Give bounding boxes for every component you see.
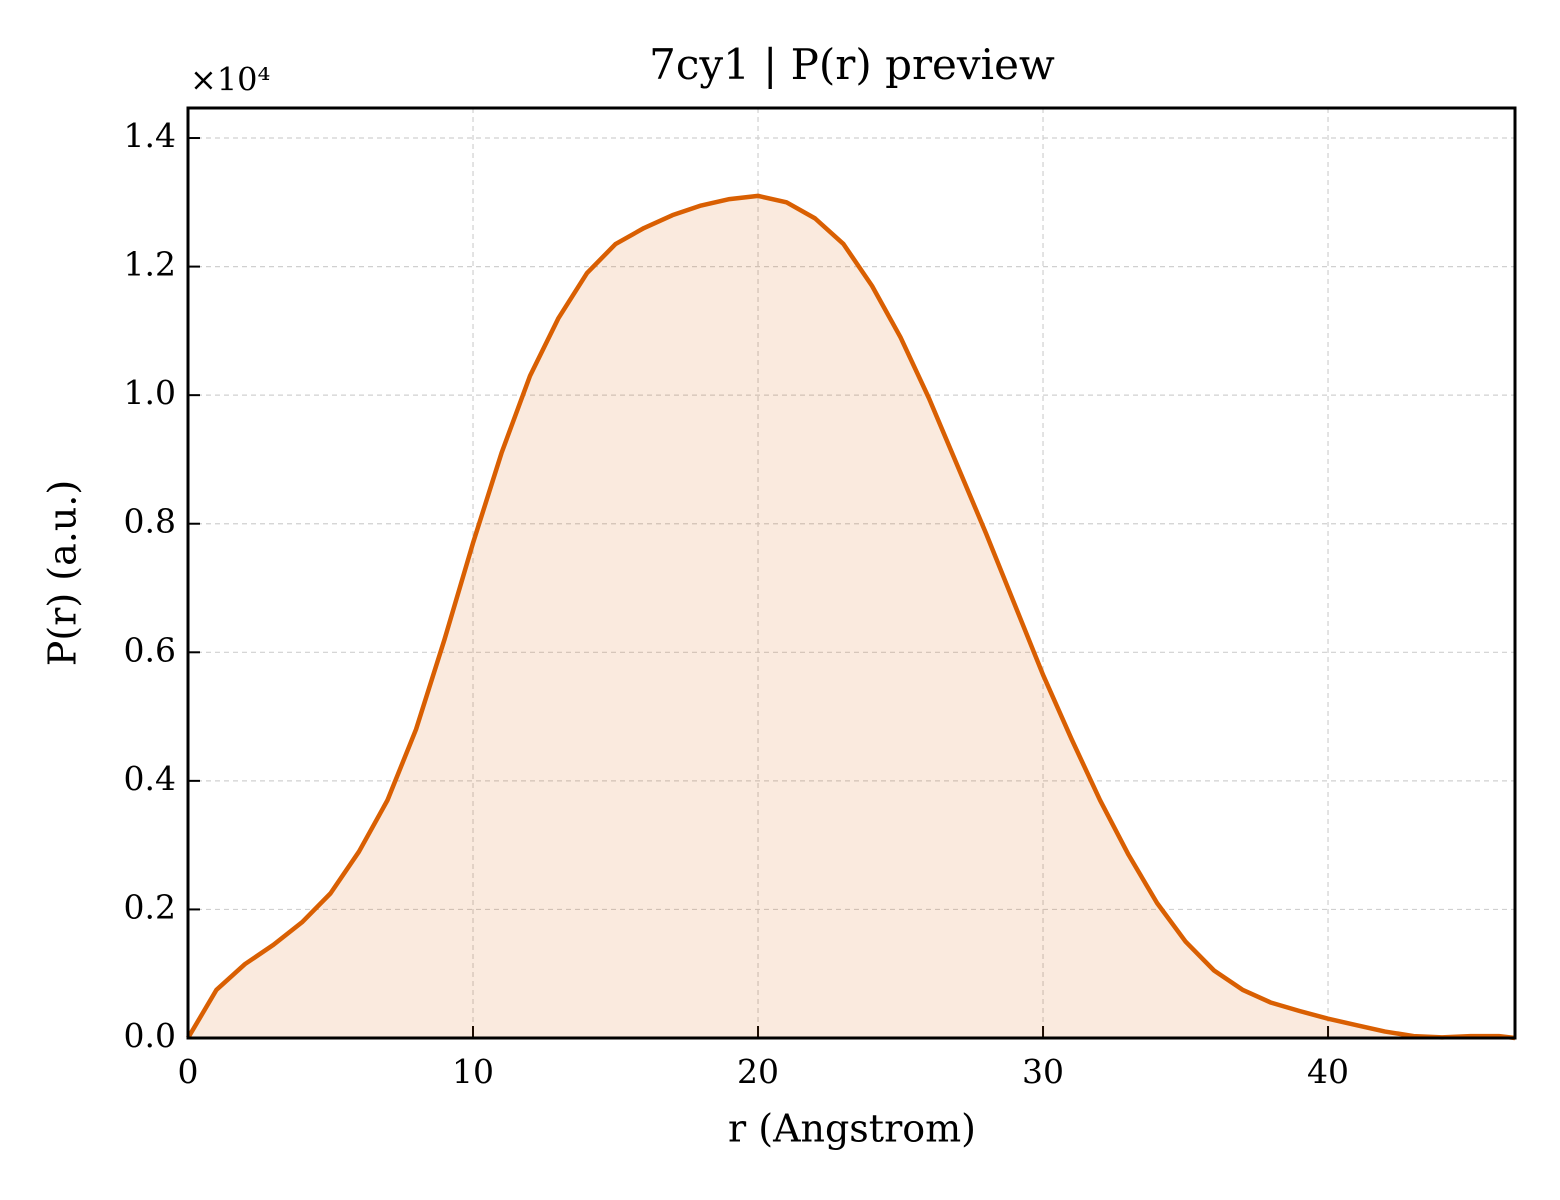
x-axis-label: r (Angstrom)	[728, 1107, 976, 1151]
y-tick-label: 0.6	[124, 630, 176, 669]
x-tick-label: 0	[178, 1052, 199, 1091]
chart-title: 7cy1 | P(r) preview	[649, 40, 1055, 89]
y-offset-label: ×10⁴	[190, 61, 270, 99]
y-tick-label: 1.0	[124, 373, 176, 412]
plot-frame	[186, 106, 1517, 1040]
x-tick-label: 30	[1022, 1052, 1064, 1091]
y-tick-label: 0.4	[124, 759, 176, 798]
y-tick-label: 0.2	[124, 887, 176, 926]
y-tick-label: 1.2	[124, 245, 176, 284]
x-tick-label: 10	[452, 1052, 494, 1091]
area	[188, 195, 1515, 1038]
x-tick-label: 20	[737, 1052, 779, 1091]
y-axis-label: P(r) (a.u.)	[41, 480, 85, 666]
line	[186, 193, 1516, 1041]
y-tick-label: 0.0	[124, 1016, 176, 1055]
y-tick-label: 0.8	[124, 502, 176, 541]
y-tick-label: 1.4	[124, 116, 176, 155]
x-tick-label: 40	[1307, 1052, 1349, 1091]
